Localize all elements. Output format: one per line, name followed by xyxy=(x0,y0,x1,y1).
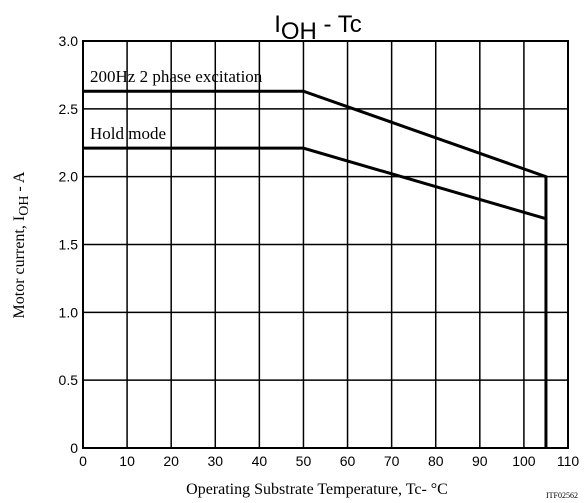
series-labels: 200Hz 2 phase excitation Hold mode xyxy=(90,67,263,143)
x-tick-label: 90 xyxy=(472,453,488,469)
y-tick-label: 2.0 xyxy=(59,169,79,185)
y-tick-label: 0.5 xyxy=(59,372,79,388)
y-tick-label: 1.0 xyxy=(59,304,79,320)
x-tick-label: 30 xyxy=(207,453,223,469)
y-axis-label-main: Motor current, I xyxy=(11,216,28,319)
series-line-1 xyxy=(83,146,547,221)
y-axis-label-tail: - A xyxy=(11,171,28,195)
y-axis-label: Motor current, IOH - A xyxy=(11,171,32,318)
series-line-0 xyxy=(83,89,548,448)
x-tick-label: 60 xyxy=(340,453,356,469)
series xyxy=(83,89,548,448)
x-tick-label: 20 xyxy=(163,453,179,469)
y-tick-label: 0 xyxy=(70,440,78,456)
tick-labels: 0 10 20 30 40 50 60 70 80 90 100 110 0 0.5 1.0 1.5 2.0 2.… xyxy=(59,33,580,469)
y-tick-label: 2.5 xyxy=(59,101,79,117)
x-tick-label: 100 xyxy=(512,453,536,469)
y-tick-label: 3.0 xyxy=(59,33,79,49)
y-axis-label-sub: OH xyxy=(17,196,32,216)
chart-title-tail: - Tc xyxy=(317,11,362,38)
x-tick-label: 0 xyxy=(79,453,87,469)
x-tick-label: 110 xyxy=(557,453,580,469)
x-tick-label: 40 xyxy=(252,453,268,469)
grid xyxy=(82,40,569,449)
y-tick-label: 1.5 xyxy=(59,237,79,253)
plot-border xyxy=(82,40,569,449)
figure-code: ITF02562 xyxy=(546,491,578,500)
series-label-1: Hold mode xyxy=(90,124,166,143)
series-label-0: 200Hz 2 phase excitation xyxy=(90,67,263,86)
x-tick-label: 80 xyxy=(428,453,444,469)
chart-title: IOH - Tc xyxy=(274,11,362,45)
x-tick-label: 10 xyxy=(119,453,135,469)
x-tick-label: 50 xyxy=(296,453,312,469)
x-tick-label: 70 xyxy=(384,453,400,469)
chart-title-main: I xyxy=(274,11,281,38)
x-axis-label: Operating Substrate Temperature, Tc- °C xyxy=(186,481,448,498)
